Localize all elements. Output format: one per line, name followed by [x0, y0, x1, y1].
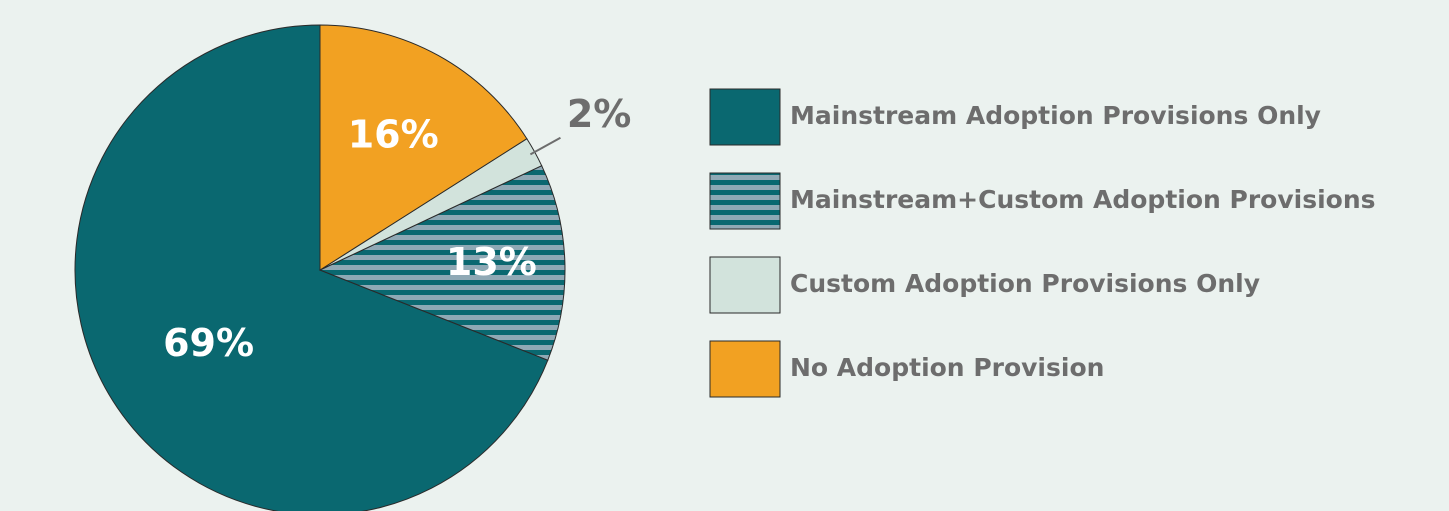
legend-label: Mainstream Adoption Provisions Only — [790, 101, 1321, 130]
legend-label: Custom Adoption Provisions Only — [790, 269, 1260, 298]
slice-label: 69% — [163, 321, 254, 365]
slice-label: 13% — [446, 240, 537, 284]
slice-label: 16% — [348, 112, 439, 156]
legend-label: Mainstream+Custom Adoption Provisions — [790, 185, 1376, 214]
legend-label: No Adoption Provision — [790, 353, 1104, 382]
pie-slice — [319, 24, 528, 271]
slice-label: 2% — [567, 92, 632, 136]
pie-slice — [74, 24, 549, 511]
pie-slice — [318, 165, 566, 361]
legend-swatch — [709, 88, 781, 146]
legend-swatch — [709, 256, 781, 314]
legend-swatch — [709, 340, 781, 398]
leader-line — [529, 136, 561, 156]
legend-swatch — [709, 172, 781, 230]
